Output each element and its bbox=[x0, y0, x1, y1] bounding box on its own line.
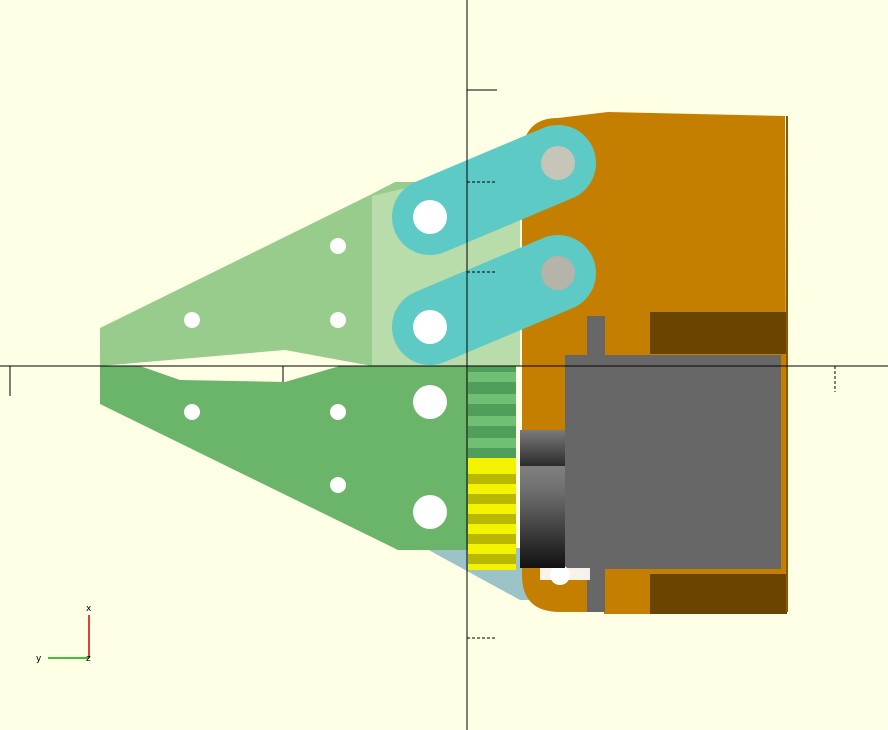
axis-gizmo: x y z bbox=[36, 604, 92, 664]
gear-stack bbox=[468, 366, 516, 570]
linkage-arm-bottom bbox=[392, 235, 596, 365]
lower-jaw bbox=[100, 366, 468, 550]
gizmo-x-label: x bbox=[86, 604, 92, 614]
linkage-arm-top bbox=[392, 125, 596, 255]
gizmo-y-label: y bbox=[36, 654, 42, 664]
gizmo-z-label: z bbox=[86, 654, 91, 664]
servo-motor bbox=[540, 316, 781, 612]
servo-horn bbox=[520, 430, 565, 568]
